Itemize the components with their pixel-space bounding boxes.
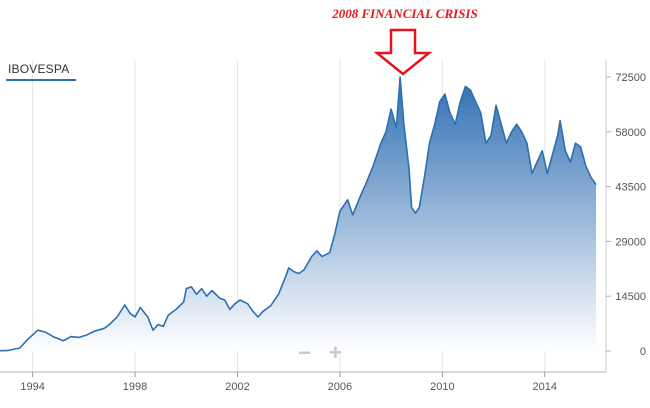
x-tick-label: 2014 xyxy=(533,381,557,393)
x-tick-label: 2010 xyxy=(430,381,454,393)
y-tick-label: 29000 xyxy=(615,236,646,248)
crisis-arrow-icon xyxy=(373,28,433,76)
x-tick-label: 1998 xyxy=(123,381,147,393)
x-tick-label: 2002 xyxy=(225,381,249,393)
y-tick-label: 43500 xyxy=(615,182,646,194)
x-tick-label: 2006 xyxy=(328,381,352,393)
zoom-in-button[interactable]: + xyxy=(329,340,342,365)
y-tick-label: 0 xyxy=(640,346,646,358)
y-tick-label: 14500 xyxy=(615,291,646,303)
y-tick-label: 72500 xyxy=(615,72,646,84)
legend-line xyxy=(6,79,76,81)
legend-label: IBOVESPA xyxy=(8,62,70,76)
x-tick-label: 1994 xyxy=(20,381,44,393)
series-area-ibovespa xyxy=(0,77,596,351)
zoom-out-button[interactable]: − xyxy=(298,340,311,365)
series-line-ibovespa xyxy=(0,76,597,352)
legend[interactable]: IBOVESPA xyxy=(6,62,76,81)
crisis-annotation: 2008 FINANCIAL CRISIS xyxy=(332,6,478,21)
y-tick-label: 58000 xyxy=(615,127,646,139)
